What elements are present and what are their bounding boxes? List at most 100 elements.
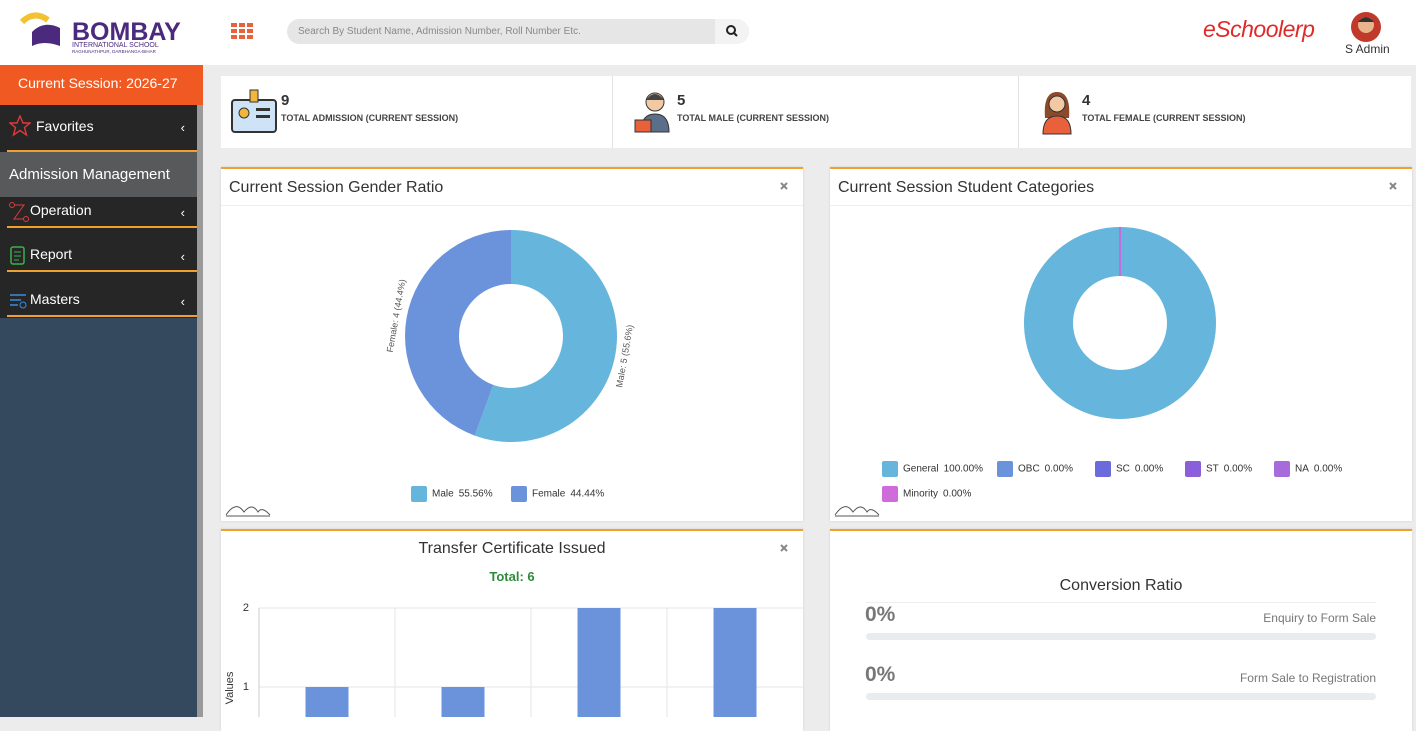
legend-percent: 0.00% — [1224, 464, 1252, 475]
conversion-panel: Conversion Ratio 0% Enquiry to Form Sale… — [830, 529, 1412, 731]
stats-row: 9 TOTAL ADMISSION (CURRENT SESSION) 5 TO… — [221, 76, 1411, 148]
legend-swatch — [411, 486, 427, 502]
stat-value: 9 — [281, 92, 290, 109]
bar — [305, 687, 349, 717]
legend-label: ST — [1206, 464, 1219, 475]
legend-label: Female — [532, 489, 566, 500]
masters-icon — [10, 294, 27, 309]
panel-title: Conversion Ratio — [1059, 577, 1183, 594]
menu-item[interactable]: Operation ‹ — [0, 197, 197, 228]
chevron: ‹ — [180, 294, 185, 309]
stat-value: 5 — [677, 92, 686, 109]
header: BOMBAY INTERNATIONAL SCHOOL RAGHUNATHPUR… — [0, 0, 1416, 65]
panel-title: Transfer Certificate Issued — [418, 540, 606, 557]
y-tick-label: 2 — [243, 602, 249, 614]
logo-address: RAGHUNATHPUR, DARBHANGA-BIHAR — [72, 49, 157, 54]
operation-icon — [9, 202, 29, 222]
chart-subtitle: Total: 6 — [489, 569, 535, 584]
legend-percent: 0.00% — [1045, 464, 1073, 475]
menu-item[interactable]: Report ‹ — [0, 241, 197, 272]
bar — [441, 687, 485, 717]
y-tick-label: 1 — [243, 681, 249, 693]
user-avatar[interactable] — [1350, 12, 1384, 42]
divider — [1018, 76, 1019, 148]
menu-label: Operation — [30, 202, 92, 218]
stat-label: TOTAL MALE (CURRENT SESSION) — [677, 113, 830, 123]
legend-percent: 0.00% — [1135, 464, 1163, 475]
stat-value: 4 — [1082, 92, 1091, 109]
ratio-label: Enquiry to Form Sale — [1263, 611, 1376, 625]
legend-label: General — [903, 464, 939, 475]
legend-label: NA — [1295, 464, 1309, 475]
ratio-value: 0% — [865, 603, 896, 626]
logo-title: BOMBAY — [72, 18, 181, 46]
admission-icon — [231, 89, 277, 133]
close-icons[interactable] — [780, 182, 1397, 552]
legend-swatch — [1185, 461, 1201, 477]
category-panel: Current Session Student Categories — [830, 167, 1412, 521]
school-logo[interactable]: BOMBAY INTERNATIONAL SCHOOL RAGHUNATHPUR… — [20, 10, 190, 56]
bar — [577, 608, 621, 717]
legend-label: Minority — [903, 489, 938, 500]
donut-slice — [404, 230, 511, 436]
legend-label: SC — [1116, 464, 1130, 475]
ratio-label: Form Sale to Registration — [1239, 671, 1376, 685]
legend-swatch — [511, 486, 527, 502]
chevron: ‹ — [180, 249, 185, 264]
panel-title: Current Session Gender Ratio — [229, 179, 444, 196]
divider — [866, 602, 1376, 603]
slice-label: Female: 4 (44.4%) — [385, 278, 408, 353]
y-axis-label: Values — [224, 671, 236, 704]
legend-swatch — [882, 486, 898, 502]
user-name[interactable]: S Admin — [1345, 42, 1390, 56]
stat-label: TOTAL FEMALE (CURRENT SESSION) — [1082, 113, 1246, 123]
slice-label: Male: 5 (55.6%) — [614, 324, 635, 388]
menu-label: Report — [30, 246, 73, 262]
chart-type-icons[interactable] — [225, 506, 880, 517]
progress-track — [866, 693, 1376, 700]
donut-slice — [474, 230, 617, 442]
stat-label: TOTAL ADMISSION (CURRENT SESSION) — [281, 113, 459, 123]
ratio-value: 0% — [865, 663, 896, 686]
logo-subtitle: INTERNATIONAL SCHOOL — [72, 42, 159, 49]
legend-swatch — [882, 461, 898, 477]
favorites-item[interactable]: Favorites ‹ — [0, 105, 197, 152]
legend-percent: 55.56% — [459, 489, 493, 500]
apps-icon[interactable] — [231, 23, 253, 39]
star-icon — [9, 115, 31, 137]
report-icon — [10, 246, 25, 265]
scrollbar[interactable] — [197, 105, 203, 717]
sidebar: Current Session: 2026-27 Favorites ‹ Admi… — [0, 65, 203, 717]
male-icon — [634, 92, 670, 133]
chevron: ‹ — [180, 205, 185, 220]
search-icon — [726, 25, 738, 37]
legend-swatch — [1274, 461, 1290, 477]
search-button[interactable] — [715, 19, 749, 44]
chevron: ‹ — [180, 120, 185, 135]
panel-title: Current Session Student Categories — [838, 179, 1095, 196]
progress-track — [866, 633, 1376, 640]
menu-label: Masters — [30, 291, 80, 307]
legend-swatch — [997, 461, 1013, 477]
session-text: Current Session: 2026-27 — [18, 75, 178, 91]
search-box[interactable]: Search By Student Name, Admission Number… — [287, 19, 749, 44]
menu-label: Favorites — [36, 118, 94, 134]
legend-percent: 0.00% — [1314, 464, 1342, 475]
legend-label: OBC — [1018, 464, 1040, 475]
session-bar: Current Session: 2026-27 — [0, 65, 203, 105]
module-header[interactable]: Admission Management — [0, 152, 197, 197]
legend-swatch — [1095, 461, 1111, 477]
legend-label: Male — [432, 489, 454, 500]
donut-slice — [1024, 227, 1216, 419]
bar — [713, 608, 757, 717]
search-placeholder: Search By Student Name, Admission Number… — [298, 26, 581, 37]
gender-panel: Current Session Gender Ratio — [221, 167, 803, 521]
legend-percent: 44.44% — [570, 489, 604, 500]
menu-item[interactable]: Masters ‹ — [0, 286, 197, 317]
legend-percent: 0.00% — [943, 489, 971, 500]
brand-logo: eSchoolerp — [1203, 16, 1315, 42]
module-label: Admission Management — [9, 166, 170, 183]
divider — [612, 76, 613, 148]
female-icon — [1042, 92, 1072, 135]
